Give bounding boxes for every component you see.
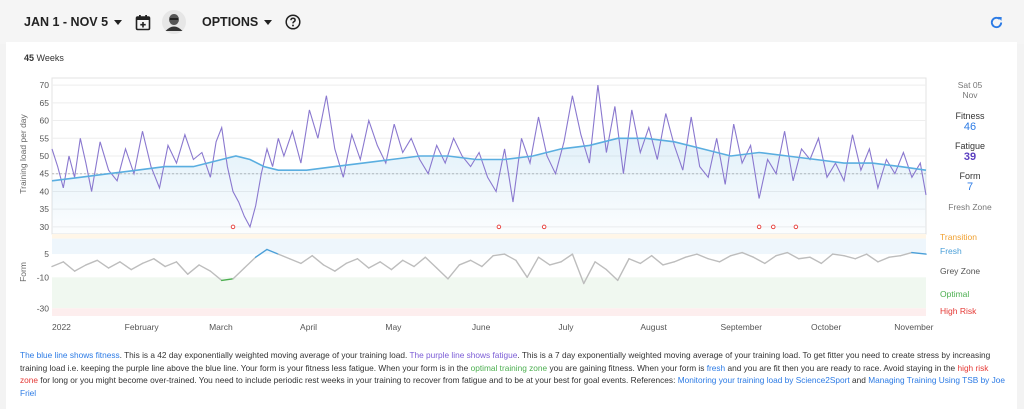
weeks-value: 45 [24,53,35,63]
selected-date: Sat 05 Nov [935,80,1005,100]
calendar-plus-icon[interactable] [135,0,151,44]
joe-friel-link[interactable]: Managing Training Using TSB by Joe Friel [20,375,1006,398]
fatigue-value: 39 [963,151,977,163]
form-label: Form [959,171,981,181]
science2sport-link[interactable]: Monitoring your training load by Science… [677,375,850,385]
fitness-label: Fitness [955,111,985,121]
chevron-down-icon [264,19,273,25]
zone-transition: Transition [940,232,978,242]
description-text: . This is a 7 day exponentially weighted… [20,350,991,373]
fitness-explainer: The blue line shows fitness [20,350,120,360]
fatigue-explainer: The purple line shows fatigue [409,350,518,360]
zone-fresh: Fresh [940,246,962,256]
chart-description: The blue line shows fitness. This is a 4… [20,349,1005,399]
form-value: 7 [966,181,974,193]
fatigue-stat: Fatigue 39 [935,141,1005,163]
description-text: and you are fit then you are ready to ra… [725,362,958,373]
zone-high-risk: High Risk [940,306,977,316]
description-text: . This is a 42 day exponentially weighte… [119,350,410,360]
form-stat: Form 7 [935,171,1005,193]
refresh-icon[interactable] [989,0,1004,44]
description-text: for long or you might become over-traine… [38,375,678,385]
form-zone-label: Fresh Zone [948,202,992,212]
options-dropdown[interactable]: OPTIONS [202,0,273,44]
high-risk-text: high risk zone [20,362,989,386]
fatigue-label: Fatigue [954,141,986,151]
zone-optimal: Optimal [940,289,970,299]
date-range-label: JAN 1 - NOV 5 [24,15,109,29]
fresh-text: fresh [706,362,726,373]
fitness-stat: Fitness 46 [935,111,1005,133]
top-toolbar: JAN 1 - NOV 5 OPTIONS [0,0,1024,44]
optimal-zone-text: optimal training zone [470,362,548,373]
options-label: OPTIONS [202,15,259,29]
date-line1: Sat 05 [957,80,983,90]
fitness-value: 46 [963,121,977,133]
help-circle-icon[interactable] [285,0,301,44]
description-text: and [849,375,869,385]
description-text: you are gaining fitness. When your form … [547,362,707,373]
weeks-summary: 45 Weeks [24,53,64,63]
chevron-down-icon [114,19,123,25]
date-line2: Nov [962,90,978,100]
zone-grey: Grey Zone [940,266,981,276]
avatar[interactable] [162,0,186,44]
weeks-label: Weeks [36,53,64,63]
date-range-dropdown[interactable]: JAN 1 - NOV 5 [24,0,123,44]
